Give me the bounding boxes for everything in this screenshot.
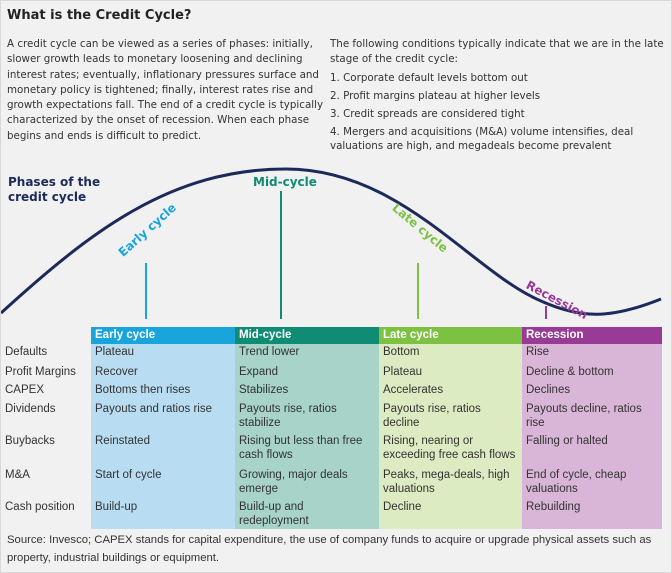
table-row: CAPEX Bottoms then rises Stabilizes Acceler…: [1, 382, 662, 401]
table-cell: Payouts rise, ratios decline: [379, 401, 522, 433]
table-cell: Start of cycle: [91, 467, 235, 499]
row-label: CAPEX: [1, 382, 91, 401]
table-cell: Plateau: [91, 344, 235, 364]
phase-table: Early cycle Mid-cycle Late cycle Recessi…: [1, 327, 662, 529]
table-cell: Growing, major deals emerge: [235, 467, 379, 499]
table-cell: Trend lower: [235, 344, 379, 364]
table-cell: Stabilizes: [235, 382, 379, 401]
table-cell: Payouts decline, ratios rise: [522, 401, 662, 433]
table-cell: Bottoms then rises: [91, 382, 235, 401]
table-cell: Build-up and redeployment: [235, 499, 379, 529]
conditions-block: The following conditions typically indic…: [330, 37, 665, 157]
table-cell: Decline: [379, 499, 522, 529]
page-title: What is the Credit Cycle?: [7, 8, 192, 23]
header-early-cycle: Early cycle: [91, 327, 235, 344]
list-item: 1. Corporate default levels bottom out: [330, 71, 528, 84]
table-header-row: Early cycle Mid-cycle Late cycle Recessi…: [1, 327, 662, 344]
table-row: Defaults Plateau Trend lower Bottom Rise: [1, 344, 662, 364]
header-mid-cycle: Mid-cycle: [235, 327, 379, 344]
conditions-lead: The following conditions typically indic…: [330, 38, 664, 66]
diagram-title: Phases of the credit cycle: [8, 175, 101, 204]
row-label: Dividends: [1, 401, 91, 433]
table-cell: Recover: [91, 364, 235, 382]
table-row: Buybacks Reinstated Rising but less than f…: [1, 433, 662, 467]
table-cell: Declines: [522, 382, 662, 401]
table-cell: Rising, nearing or exceeding free cash f…: [379, 433, 522, 467]
header-recession: Recession: [522, 327, 662, 344]
table-cell: Rebuilding: [522, 499, 662, 529]
table-row: M&A Start of cycle Growing, major deals em…: [1, 467, 662, 499]
curve-label-mid: Mid-cycle: [253, 175, 317, 189]
table-cell: Expand: [235, 364, 379, 382]
table-cell: Plateau: [379, 364, 522, 382]
conditions-list: 1. Corporate default levels bottom out 2…: [330, 71, 665, 153]
table-cell: Decline & bottom: [522, 364, 662, 382]
table-cell: Accelerates: [379, 382, 522, 401]
row-label: Defaults: [1, 344, 91, 364]
table-cell: Bottom: [379, 344, 522, 364]
list-item: 3. Credit spreads are considered tight: [330, 107, 525, 120]
intro-text: A credit cycle can be viewed as a series…: [7, 38, 324, 142]
table-row: Profit Margins Recover Expand Plateau Declin…: [1, 364, 662, 382]
header-late-cycle: Late cycle: [379, 327, 522, 344]
list-item: 2. Profit margins plateau at higher leve…: [330, 89, 541, 102]
table-cell: End of cycle, cheap valuations: [522, 467, 662, 499]
table-cell: Rising but less than free cash flows: [235, 433, 379, 467]
table-cell: Payouts and ratios rise: [91, 401, 235, 433]
table-row: Dividends Payouts and ratios rise Payouts …: [1, 401, 662, 433]
table-cell: Peaks, mega-deals, high valuations: [379, 467, 522, 499]
table-row: Cash position Build-up Build-up and redepl…: [1, 499, 662, 529]
row-label: Buybacks: [1, 433, 91, 467]
row-label: Cash position: [1, 499, 91, 529]
table-cell: Reinstated: [91, 433, 235, 467]
row-label: M&A: [1, 467, 91, 499]
table-cell: Falling or halted: [522, 433, 662, 467]
cycle-curve-diagram: [1, 167, 662, 319]
footnote: Source: Invesco; CAPEX stands for capita…: [7, 534, 652, 564]
table-cell: Payouts rise, ratios stabilize: [235, 401, 379, 433]
row-label: Profit Margins: [1, 364, 91, 382]
cycle-curve: [1, 167, 662, 316]
list-item: 4. Mergers and acquisitions (M&A) volume…: [330, 125, 634, 152]
table-cell: Rise: [522, 344, 662, 364]
table-cell: Build-up: [91, 499, 235, 529]
